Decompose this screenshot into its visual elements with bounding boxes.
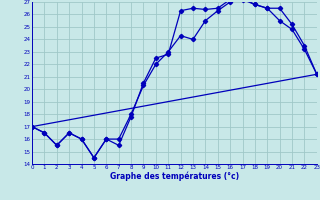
X-axis label: Graphe des températures (°c): Graphe des températures (°c) <box>110 172 239 181</box>
